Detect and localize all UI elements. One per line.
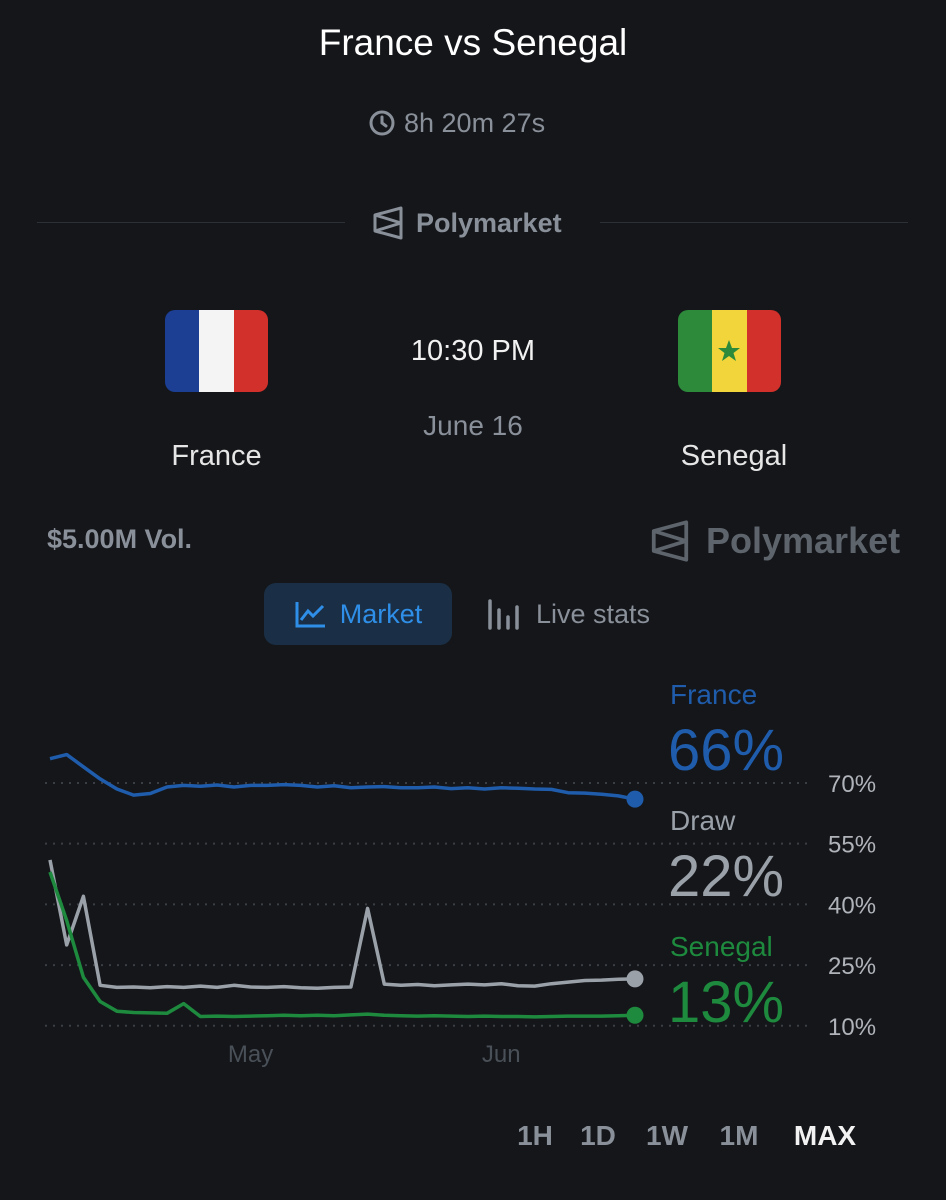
y-tick-label: 10% — [828, 1014, 876, 1041]
series-line — [48, 859, 636, 990]
polymarket-logo — [373, 206, 403, 240]
divider — [600, 222, 908, 223]
range-button[interactable]: 1W — [646, 1120, 688, 1151]
range-button[interactable]: 1M — [719, 1120, 759, 1151]
tab-label: Market — [339, 598, 423, 629]
volume: $5.00M Vol. — [47, 524, 193, 554]
end-dot — [626, 970, 644, 988]
range-button[interactable]: 1D — [580, 1120, 616, 1151]
value-label: 66% — [668, 718, 784, 783]
series-line — [48, 871, 636, 1019]
market-tab[interactable]: Market — [264, 583, 452, 645]
brand-row: Polymarket — [650, 519, 900, 563]
x-tick-label: Jun — [482, 1041, 521, 1068]
line-icon — [295, 602, 325, 628]
star — [718, 340, 741, 361]
y-tick-label: 40% — [828, 892, 876, 919]
range-button[interactable]: MAX — [793, 1120, 857, 1151]
range-button[interactable]: 1H — [517, 1120, 553, 1151]
title: France vs Senegal — [318, 22, 628, 63]
brand: Polymarket — [706, 520, 901, 561]
y-tick-label: 25% — [828, 953, 876, 980]
end-dot — [626, 1006, 644, 1024]
y-tick-label: 70% — [828, 771, 876, 798]
source: Polymarket — [416, 207, 562, 238]
series-line — [49, 752, 636, 801]
bars-icon — [488, 599, 519, 630]
senegal-flag — [678, 310, 781, 392]
y-tick-label: 55% — [828, 832, 876, 859]
france-flag — [165, 310, 268, 392]
clock-icon — [369, 110, 395, 136]
tab-label: Live stats — [536, 598, 651, 629]
brand-logo — [651, 520, 689, 562]
value-label: 13% — [668, 970, 784, 1035]
series-name: France — [670, 679, 757, 710]
home-team: France — [171, 440, 262, 472]
source-row: Polymarket — [372, 205, 562, 241]
countdown-row: 8h 20m 27s — [368, 107, 545, 139]
match-time: 10:30 PM — [410, 335, 536, 367]
match-date: June 16 — [423, 410, 523, 441]
series-name: Draw — [670, 805, 736, 836]
series-name: Senegal — [670, 931, 773, 962]
away-team: Senegal — [680, 440, 788, 472]
x-tick-label: May — [228, 1041, 273, 1068]
value-label: 22% — [668, 844, 784, 909]
end-dot — [626, 790, 644, 808]
countdown: 8h 20m 27s — [404, 107, 546, 138]
live-stats-tab[interactable]: Live stats — [480, 583, 676, 645]
divider — [37, 222, 345, 223]
